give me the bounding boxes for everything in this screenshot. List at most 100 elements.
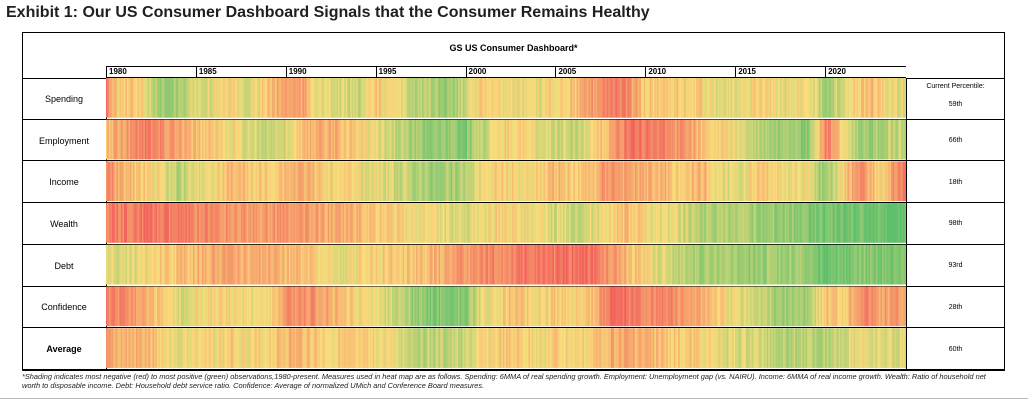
heat-cell — [529, 244, 532, 285]
heat-cell — [556, 244, 559, 285]
heat-cell — [514, 203, 517, 243]
heat-cell — [305, 244, 308, 285]
heat-cell — [126, 286, 129, 327]
heat-cell — [840, 203, 842, 243]
heat-cell — [113, 161, 116, 202]
heat-cell — [384, 244, 387, 285]
heat-cell — [237, 161, 240, 202]
heat-cell — [781, 286, 784, 327]
heat-cell — [378, 244, 381, 285]
heat-cell — [669, 161, 672, 202]
heat-cell — [816, 78, 818, 118]
heat-cell — [760, 244, 763, 285]
heat-cell — [294, 78, 297, 118]
heat-cell — [440, 203, 442, 243]
heat-cell — [843, 203, 845, 243]
heat-cell — [685, 244, 688, 285]
heat-cell — [870, 203, 872, 243]
year-label: 1980 — [109, 67, 127, 76]
heat-cell — [775, 286, 778, 327]
heat-cell — [693, 244, 696, 285]
heat-cell — [279, 244, 282, 285]
dashboard-frame: GS US Consumer Dashboard* — [22, 32, 1005, 371]
heat-cell — [633, 244, 636, 285]
heat-cell — [141, 203, 144, 243]
heat-cell — [495, 328, 498, 368]
heat-cell — [276, 328, 279, 368]
heat-cell — [293, 78, 296, 118]
heat-cell — [173, 286, 176, 327]
heat-cell — [368, 161, 370, 202]
heat-cell — [321, 78, 324, 118]
heat-cell — [850, 244, 853, 285]
heat-cell — [351, 78, 354, 118]
heat-cell — [771, 119, 773, 160]
heat-cell — [748, 119, 751, 160]
heat-cell — [291, 328, 294, 368]
heat-cell — [600, 78, 603, 118]
heat-cell — [832, 78, 835, 118]
heat-cell — [898, 161, 901, 202]
heat-cell — [603, 244, 606, 285]
heat-cell — [850, 119, 853, 160]
heat-cell — [293, 328, 296, 368]
heat-cell — [200, 203, 203, 243]
heat-cell — [345, 78, 348, 118]
heat-cell — [173, 244, 176, 285]
heat-cell — [577, 286, 580, 327]
heat-cell — [383, 286, 385, 327]
heat-cell — [817, 119, 820, 160]
heat-cell — [825, 203, 827, 243]
heat-cell — [107, 119, 110, 160]
heat-cell — [366, 161, 369, 202]
heat-cell — [453, 203, 456, 243]
heat-cell — [483, 78, 486, 118]
heat-cell — [663, 328, 666, 368]
heat-cell — [856, 286, 859, 327]
heat-cell — [282, 203, 285, 243]
heat-cell — [458, 119, 460, 160]
heat-cell — [164, 161, 167, 202]
heat-cell — [826, 203, 829, 243]
heat-cell — [648, 78, 651, 118]
heat-cell — [534, 161, 537, 202]
heat-cell — [488, 78, 490, 118]
heat-cell — [368, 286, 370, 327]
heat-cell — [303, 244, 306, 285]
heat-cell — [255, 119, 258, 160]
heat-cell — [194, 286, 197, 327]
heat-cell — [389, 119, 391, 160]
heat-cell — [471, 328, 474, 368]
heat-cell — [440, 161, 442, 202]
heat-cell — [386, 119, 388, 160]
heat-cell — [144, 286, 147, 327]
heat-cell — [787, 78, 790, 118]
heat-cell — [359, 244, 361, 285]
heat-cell — [892, 119, 895, 160]
heat-cell — [546, 78, 549, 118]
heat-cell — [688, 161, 691, 202]
heat-cell — [305, 328, 308, 368]
heat-cell — [354, 328, 357, 368]
heat-cell — [245, 286, 248, 327]
heat-cell — [309, 203, 312, 243]
heat-cell — [810, 119, 812, 160]
heat-cell — [477, 286, 480, 327]
heat-cell — [636, 328, 639, 368]
heat-cell — [835, 203, 838, 243]
heat-cell — [419, 78, 421, 118]
heat-cell — [138, 203, 141, 243]
heat-cell — [240, 244, 243, 285]
heat-cell — [210, 119, 213, 160]
heat-cell — [540, 328, 543, 368]
heat-cell — [132, 119, 135, 160]
heat-cell — [449, 244, 451, 285]
heat-cell — [537, 244, 540, 285]
heat-cell — [735, 286, 738, 327]
heat-cell — [377, 328, 379, 368]
heat-cell — [350, 203, 352, 243]
heat-cell — [903, 78, 905, 118]
heat-cell — [267, 244, 270, 285]
heat-cell — [784, 161, 787, 202]
heat-cell — [260, 78, 263, 118]
